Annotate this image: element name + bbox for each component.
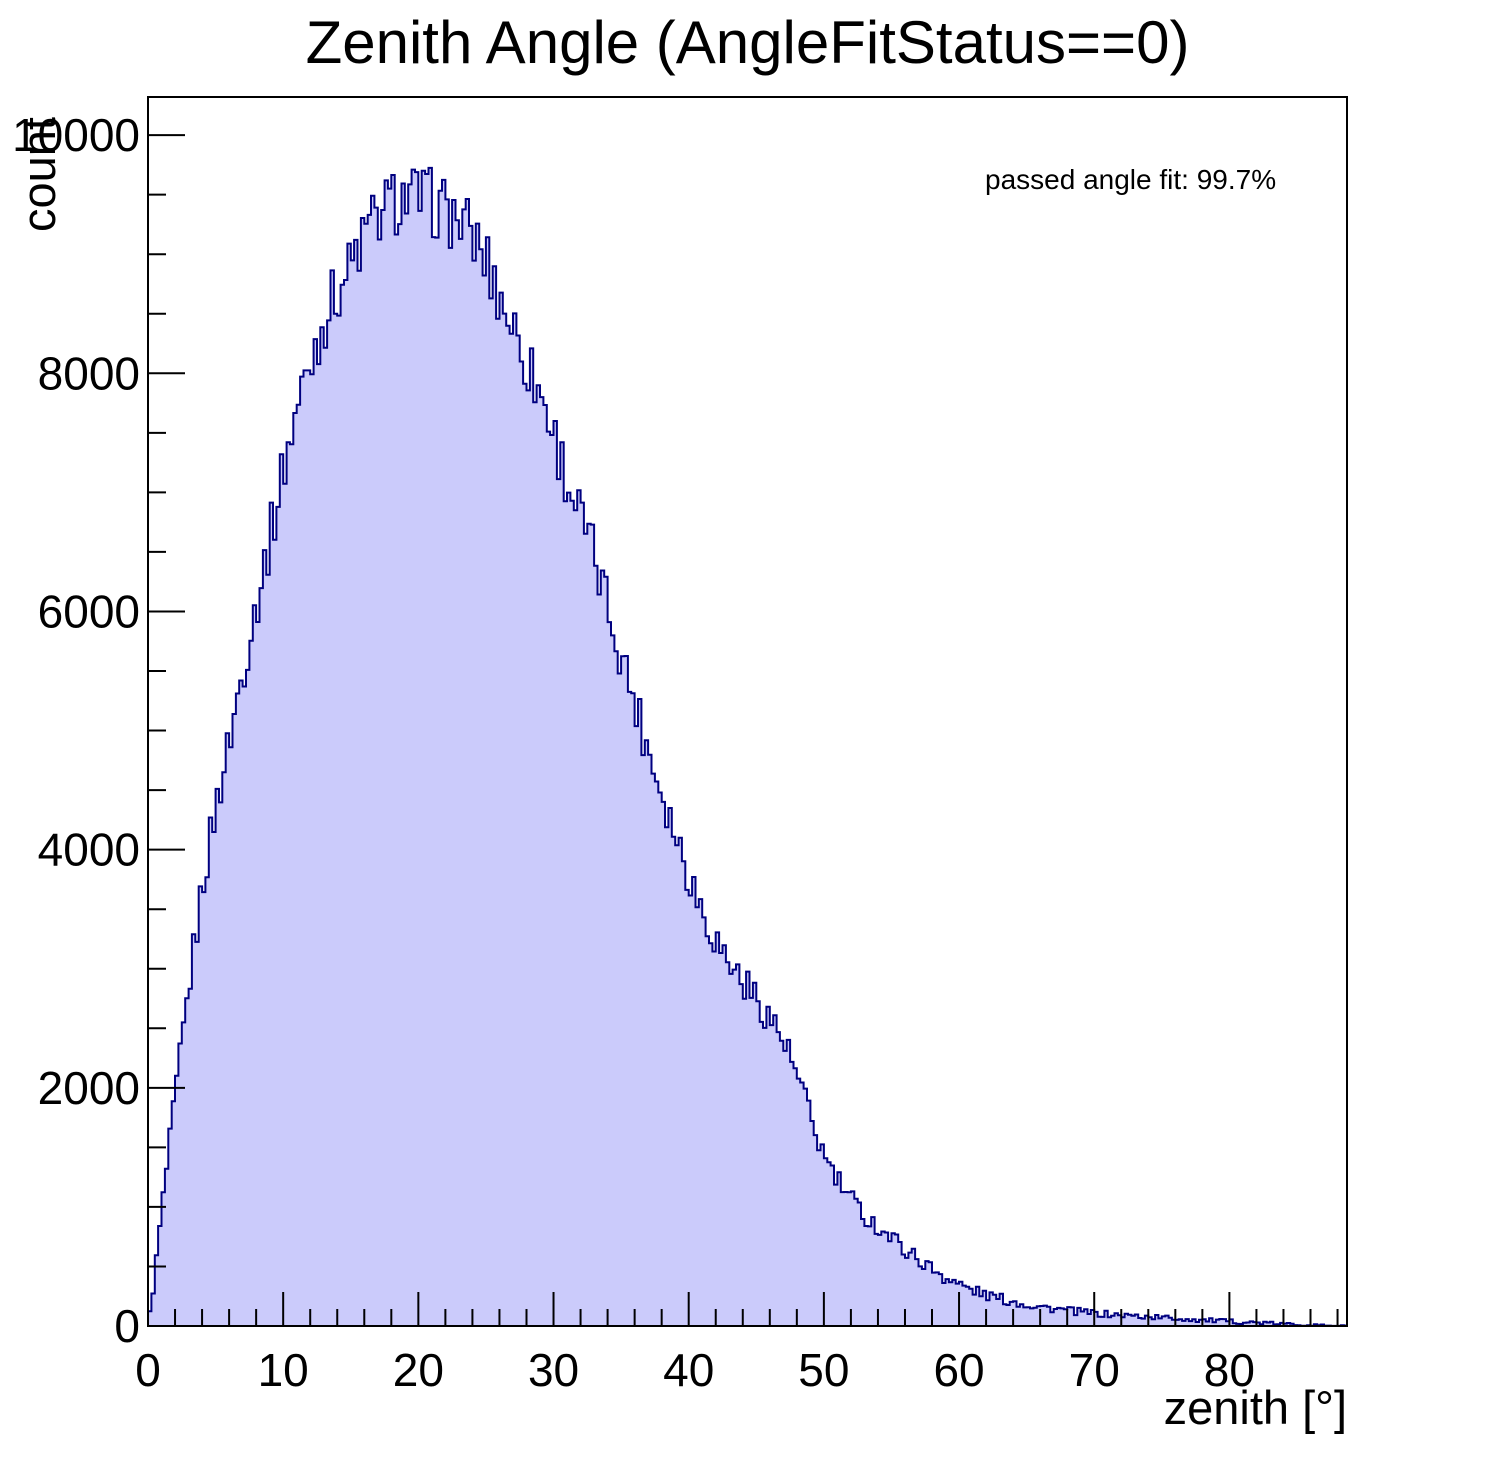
y-axis-title: count [12,117,65,232]
x-tick-label: 30 [528,1344,579,1396]
y-tick-label: 10000 [12,109,140,161]
histogram-path [147,166,1348,1327]
x-tick-label: 40 [663,1344,714,1396]
x-tick-label: 0 [135,1344,161,1396]
y-tick-label: 8000 [38,347,140,399]
y-tick-label: 0 [114,1300,140,1352]
x-tick-label: 50 [798,1344,849,1396]
y-tick-label: 4000 [38,824,140,876]
passed-angle-fit-annotation: passed angle fit: 99.7% [985,164,1277,195]
plot-frame [147,96,1348,1327]
x-tick-label: 60 [933,1344,984,1396]
x-tick-label: 70 [1069,1344,1120,1396]
chart-title: Zenith Angle (AngleFitStatus==0) [305,9,1190,76]
x-tick-label: 20 [393,1344,444,1396]
x-tick-label: 80 [1204,1344,1255,1396]
y-tick-label: 6000 [38,585,140,637]
x-axis-title: zenith [°] [1163,1381,1347,1434]
y-tick-label: 2000 [38,1062,140,1114]
x-tick-label: 10 [258,1344,309,1396]
